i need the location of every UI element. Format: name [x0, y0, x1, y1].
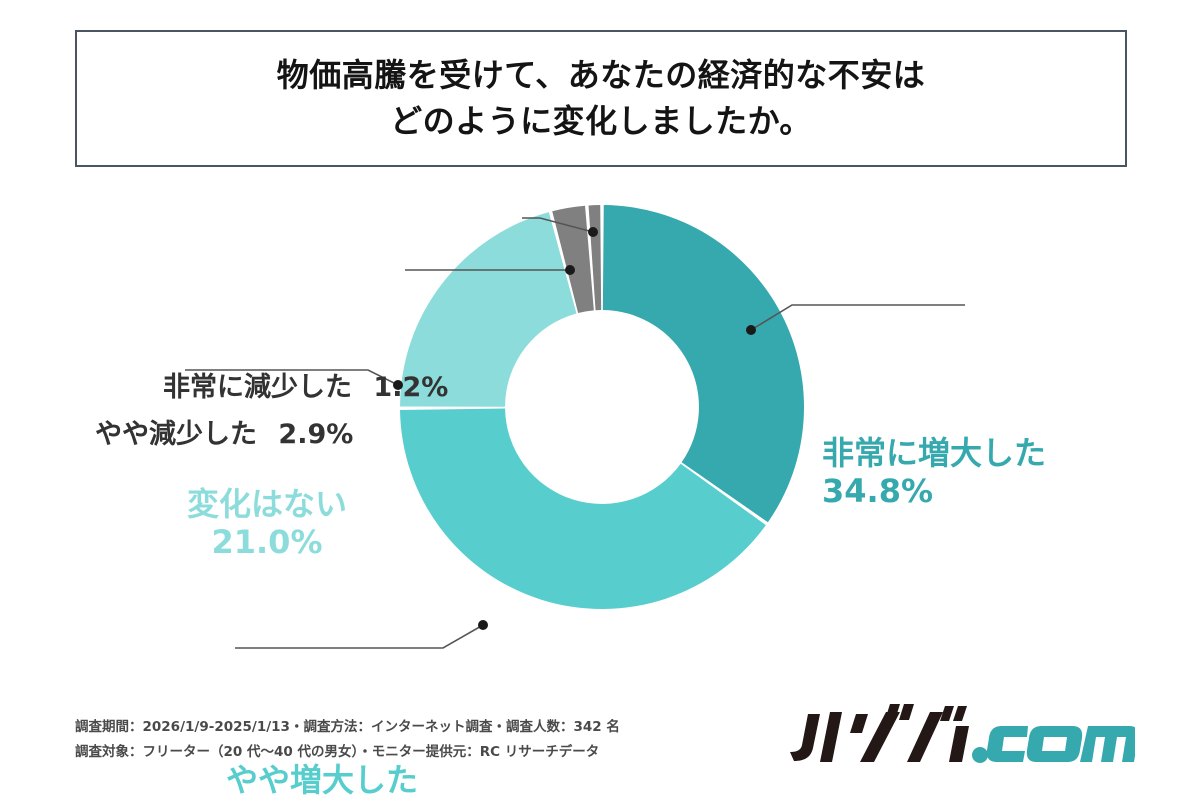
callout-some-decrease: やや減少した 2.9% — [95, 419, 353, 451]
callout-some-decrease-value: 2.9% — [278, 419, 354, 450]
page-title-line-1: 物価高騰を受けて、あなたの経済的な不安は — [276, 56, 926, 95]
leader-dot-some-decrease — [565, 265, 575, 275]
callout-very-increase: 非常に増大した 34.8% — [822, 434, 1047, 511]
survey-notes: 調査期間：2026/1/9-2025/1/13・調査方法：インターネット調査・調… — [75, 715, 620, 765]
survey-notes-line-2: 調査対象：フリーター（20 代〜40 代の男女）・モニター提供元：RC リサーチ… — [75, 743, 600, 760]
donut-slice-2[interactable] — [400, 212, 577, 407]
donut-slice-0[interactable] — [602, 205, 805, 523]
leader-line-very-decrease — [522, 217, 594, 233]
logo-com-text — [986, 726, 1135, 762]
callout-some-decrease-label: やや減少した — [95, 419, 257, 450]
callout-no-change: 変化はない 21.0% — [172, 485, 362, 562]
logo-brand-mark — [790, 704, 988, 763]
donut-slice-1[interactable] — [400, 408, 766, 609]
leader-dot-very-increase — [746, 325, 756, 335]
donut-slice-3[interactable] — [552, 205, 594, 314]
callout-very-decrease-label: 非常に減少した — [163, 372, 352, 403]
leader-lines — [185, 217, 965, 649]
leader-dot-some-increase — [478, 620, 488, 630]
leader-dot-no-change — [393, 380, 403, 390]
callout-some-increase: やや増大した 40.1% — [222, 761, 422, 800]
survey-notes-line-1: 調査期間：2026/1/9-2025/1/13・調査方法：インターネット調査・調… — [75, 719, 620, 735]
leader-dot-very-decrease — [588, 227, 598, 237]
rizoba-com-logo — [790, 704, 1135, 763]
callout-no-change-value: 21.0% — [211, 522, 323, 561]
leader-line-very-increase — [750, 304, 965, 331]
callout-very-decrease: 非常に減少した 1.2% — [163, 372, 448, 404]
callout-very-increase-label: 非常に増大した — [822, 434, 1047, 472]
page-title-line-2: どのように変化しましたか。 — [390, 101, 812, 140]
donut-slices — [400, 205, 805, 609]
callout-some-increase-label: やや増大した — [225, 761, 418, 799]
callout-very-increase-value: 34.8% — [822, 471, 934, 510]
donut-chart-area: 非常に減少した 1.2% やや減少した 2.9% 変化はない 21.0% 非常に… — [0, 170, 1200, 800]
callout-very-decrease-value: 1.2% — [373, 372, 449, 403]
callout-no-change-label: 変化はない — [186, 485, 347, 523]
leader-line-no-change — [185, 369, 399, 386]
leader-line-some-increase — [235, 624, 484, 649]
donut-chart-svg — [185, 205, 965, 649]
title-box: 物価高騰を受けて、あなたの経済的な不安は どのように変化しましたか。 — [75, 30, 1127, 167]
